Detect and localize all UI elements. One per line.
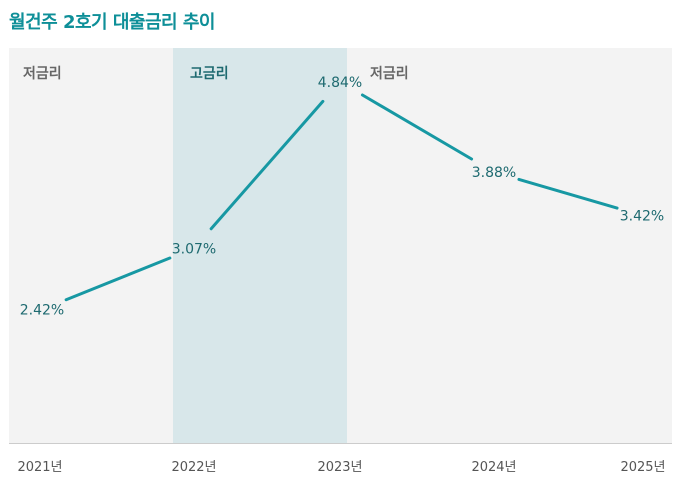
x-tick-2022: 2022년 [171,460,216,475]
x-tick-2025: 2025년 [620,460,665,475]
region-low-3 [347,48,672,443]
region-high-2 [173,48,347,443]
value-label-2024: 3.88% [472,165,516,181]
regions-layer [9,48,672,443]
line-segment-3 [360,93,474,161]
line-segment-4 [517,177,619,210]
x-tick-2021: 2021년 [17,460,62,475]
value-label-2022: 3.07% [172,241,216,257]
value-label-2025: 3.42% [620,208,664,224]
value-label-2021: 2.42% [20,302,64,318]
region-label-3: 저금리 [370,66,409,82]
line-series [64,93,619,302]
x-tick-labels-layer: 2021년 2022년 2023년 2024년 2025년 [17,460,665,475]
region-labels-layer: 저금리 고금리 저금리 [23,66,409,82]
region-label-1: 저금리 [23,66,62,82]
line-segment-1 [64,256,172,302]
region-low-1 [9,48,173,443]
value-label-2023: 4.84% [318,75,362,91]
value-labels-layer: 2.42% 3.07% 4.84% 3.88% 3.42% [20,75,664,319]
region-label-2: 고금리 [190,66,229,82]
x-tick-2023: 2023년 [317,460,362,475]
chart-title: 월건주 2호기 대출금리 추이 [9,12,215,33]
x-tick-2024: 2024년 [471,460,516,475]
line-segment-2 [209,99,325,231]
